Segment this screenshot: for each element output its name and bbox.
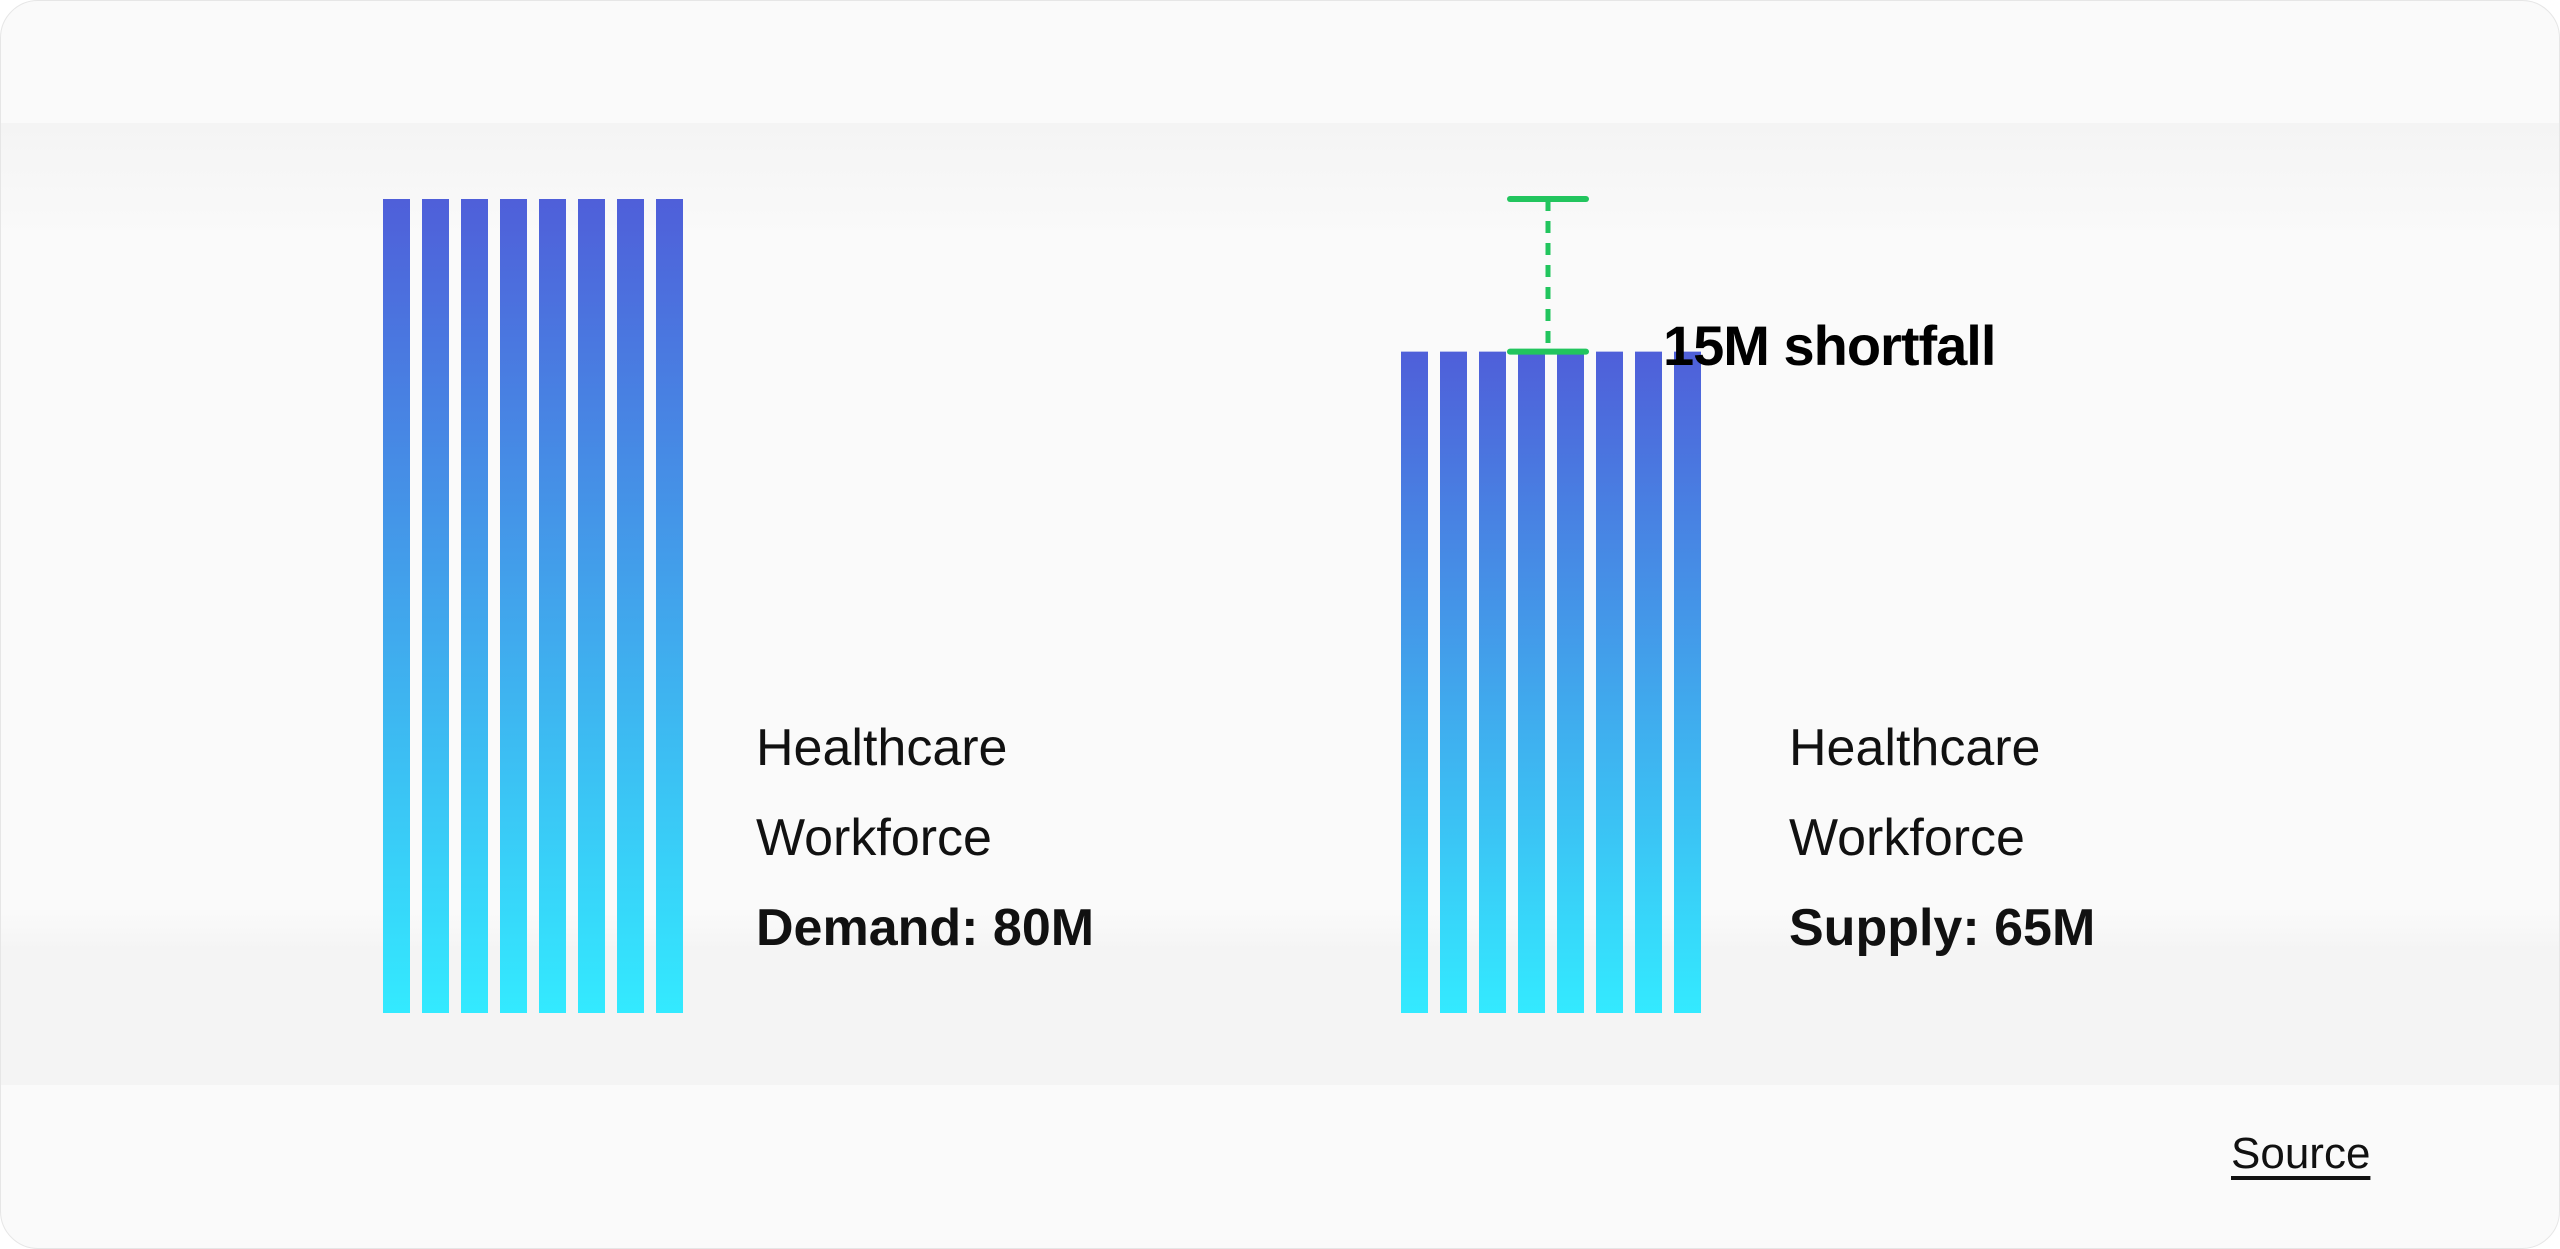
demand-label-line-2: Workforce [756, 809, 992, 867]
bar-stripe [461, 199, 488, 1013]
bar-stripe [1557, 351, 1584, 1013]
bar-stripe [1440, 351, 1467, 1013]
supply-label-line-2: Workforce [1789, 809, 2025, 867]
demand-label: Healthcare Workforce Demand: 80M [756, 703, 1094, 973]
bar-stripe [1479, 351, 1506, 1013]
bar-stripe [578, 199, 605, 1013]
bar-stripe [656, 199, 683, 1013]
demand-value-label: Demand: 80M [756, 899, 1095, 957]
supply-label: Healthcare Workforce Supply: 65M [1789, 703, 2095, 973]
bar-supply [1401, 351, 1701, 1013]
bar-stripe [500, 199, 527, 1013]
source-link[interactable]: Source [2231, 1129, 2371, 1178]
supply-value-label: Supply: 65M [1789, 899, 2096, 957]
supply-label-line-1: Healthcare [1789, 719, 2041, 777]
bar-stripe [1635, 351, 1662, 1013]
bar-stripe [1401, 351, 1428, 1013]
bar-stripe [1674, 351, 1701, 1013]
bar-stripe [617, 199, 644, 1013]
shortfall-annotation: 15M shortfall [1663, 314, 1996, 377]
bar-stripe [1596, 351, 1623, 1013]
shortfall-marker [1507, 196, 1589, 355]
bars-layer [383, 199, 1701, 1013]
demand-label-line-1: Healthcare [756, 719, 1008, 777]
bar-stripe [422, 199, 449, 1013]
bar-stripe [1518, 351, 1545, 1013]
bar-stripe [383, 199, 410, 1013]
bar-demand [383, 199, 683, 1013]
bar-stripe [539, 199, 566, 1013]
